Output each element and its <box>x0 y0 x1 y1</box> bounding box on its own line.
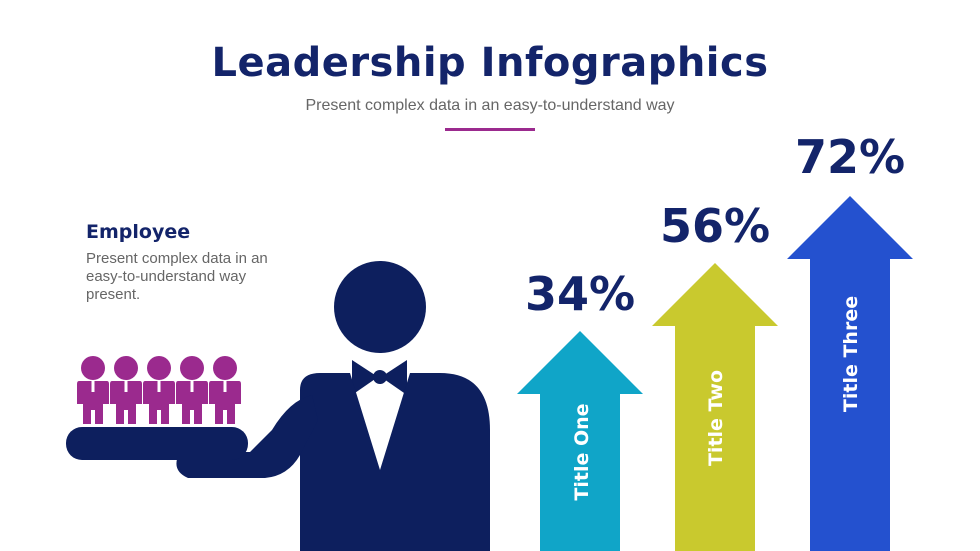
team-member-icon <box>143 356 175 424</box>
page-subtitle: Present complex data in an easy-to-under… <box>305 97 675 114</box>
arrow-title-two <box>652 263 778 551</box>
page-title: Leadership Infographics <box>211 40 769 86</box>
label-title-one: Title One <box>571 403 593 501</box>
percent-title-three: 72% <box>794 130 906 184</box>
title-underline <box>445 128 535 131</box>
team-member-icon <box>110 356 142 424</box>
team-member-icon <box>209 356 241 424</box>
label-title-three: Title Three <box>840 295 862 413</box>
arrow-title-one <box>517 331 643 551</box>
percent-title-one: 34% <box>524 267 636 321</box>
percent-title-two: 56% <box>659 199 771 253</box>
employee-heading: Employee <box>86 221 191 243</box>
label-title-two: Title Two <box>705 369 727 467</box>
team-icons <box>77 356 241 424</box>
team-member-icon <box>176 356 208 424</box>
leader-icon <box>66 261 490 551</box>
team-member-icon <box>77 356 109 424</box>
employee-description: Present complex data in an easy-to-under… <box>86 250 268 303</box>
arrow-title-three <box>787 196 913 551</box>
